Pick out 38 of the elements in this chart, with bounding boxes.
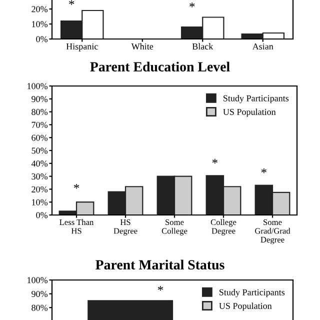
y-tick-label: 30%	[32, 173, 48, 180]
y-tick-label: 10%	[32, 21, 48, 28]
y-tick-label: 40%	[31, 160, 48, 167]
legend-label: Study Participants	[224, 94, 289, 104]
y-tick-label: 10%	[32, 199, 48, 206]
y-tick-label: 20%	[32, 6, 48, 12]
annotation: *	[212, 158, 218, 164]
y-tick-label: 100%	[28, 83, 48, 90]
y-tick-label: 70%	[32, 122, 48, 128]
y-tick-label: 100%	[28, 277, 48, 284]
x-tick-label: College Degree	[210, 219, 236, 236]
annotation: *	[190, 2, 195, 8]
y-tick-label: 60%	[32, 134, 48, 141]
y-tick-label: 80%	[32, 304, 48, 311]
y-tick-label: 50%	[32, 148, 48, 154]
x-tick-label: Less Than HS	[60, 219, 94, 234]
x-tick-label: Asian	[252, 43, 274, 50]
annotation: *	[158, 286, 163, 291]
x-tick-label: White	[131, 43, 154, 50]
x-tick-label: Hispanic	[66, 43, 98, 52]
annotation: *	[69, 0, 74, 5]
annotation: *	[74, 184, 80, 189]
annotation: *	[261, 168, 266, 174]
legend-label: Study Participants	[220, 288, 285, 298]
y-tick-label: 80%	[32, 108, 48, 116]
chart-title: Parent Marital Status	[96, 260, 224, 270]
x-tick-label: HS Degree	[114, 219, 138, 236]
y-tick-label: 0%	[36, 36, 48, 42]
y-tick-label: 0%	[36, 212, 48, 218]
x-tick-label: Black	[192, 43, 214, 50]
x-tick-label: Some College	[162, 219, 188, 236]
legend-label: US Population	[223, 108, 276, 117]
legend-label: US Population	[219, 302, 272, 311]
y-tick-label: 90%	[32, 96, 48, 102]
x-tick-label: Some Grad/Grad Degree	[255, 219, 290, 244]
chart-title: Parent Education Level	[90, 62, 230, 72]
y-tick-label: 90%	[32, 290, 48, 298]
y-tick-label: 20%	[32, 186, 48, 192]
